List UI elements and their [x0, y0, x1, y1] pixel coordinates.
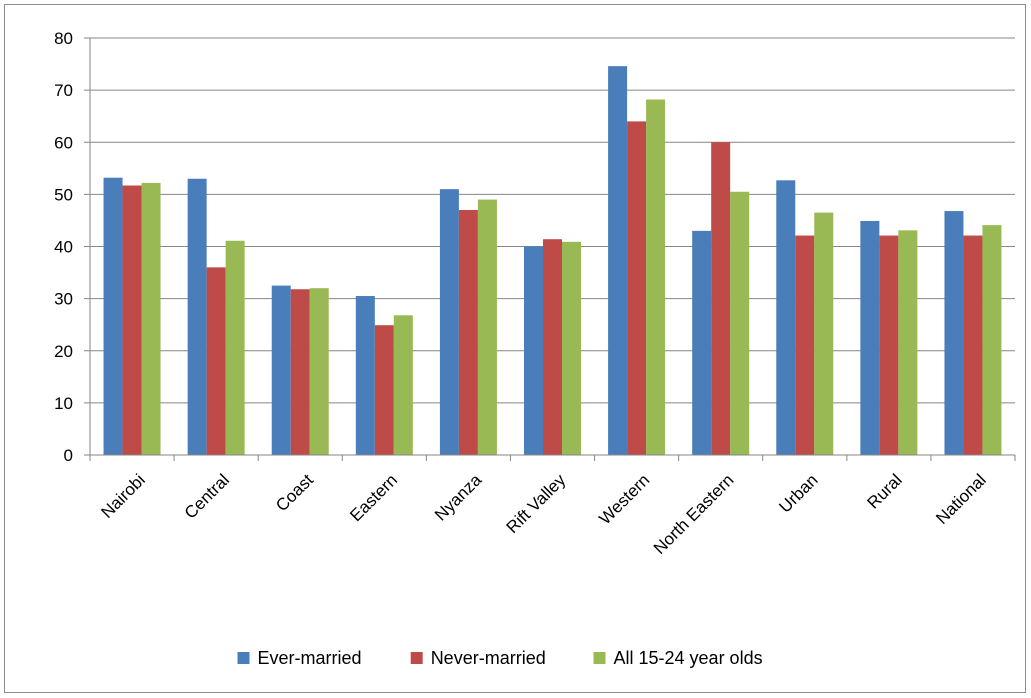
x-tick-label: North Eastern	[650, 470, 738, 558]
x-tick-label: Western	[595, 470, 653, 528]
y-tick-label: 60	[54, 133, 73, 152]
bar-ever-married-eastern	[355, 296, 375, 455]
x-tick-label: Nairobi	[97, 470, 149, 522]
bar-all-15-24-year-olds-rural	[898, 230, 918, 455]
x-tick-label: Rift Valley	[503, 470, 570, 537]
x-tick-label: Urban	[775, 470, 821, 516]
bar-all-15-24-year-olds-urban	[814, 212, 834, 455]
bar-ever-married-nyanza	[439, 189, 459, 455]
legend-swatch	[237, 652, 250, 664]
bars	[103, 66, 1002, 456]
y-tick-label: 0	[64, 446, 73, 465]
y-tick-label: 50	[54, 185, 73, 204]
chart-frame	[4, 4, 1026, 693]
bar-ever-married-coast	[271, 285, 291, 455]
bar-all-15-24-year-olds-rift-valley	[562, 241, 581, 455]
x-tick-label: Coast	[272, 470, 317, 515]
bar-never-married-national	[963, 235, 983, 455]
y-tick-label: 80	[54, 29, 73, 48]
bar-all-15-24-year-olds-nairobi	[141, 182, 161, 455]
x-tick-label: Eastern	[346, 470, 401, 525]
bar-all-15-24-year-olds-national	[982, 225, 1002, 455]
bar-ever-married-central	[187, 178, 207, 456]
x-tick-label: Rural	[864, 470, 906, 512]
legend-label: Never-married	[431, 648, 546, 668]
bar-never-married-central	[206, 267, 226, 455]
bar-never-married-rural	[879, 235, 899, 455]
legend-label: All 15-24 year olds	[614, 648, 763, 668]
bar-all-15-24-year-olds-central	[225, 240, 245, 455]
legend-swatch	[410, 652, 423, 664]
bar-ever-married-urban	[776, 180, 796, 455]
y-tick-label: 10	[54, 394, 73, 413]
bar-ever-married-rift-valley	[524, 246, 543, 455]
bar-never-married-eastern	[374, 325, 394, 455]
bar-ever-married-western	[608, 66, 628, 456]
bar-all-15-24-year-olds-coast	[309, 288, 329, 455]
bar-never-married-rift-valley	[543, 239, 562, 455]
bar-all-15-24-year-olds-eastern	[393, 315, 413, 455]
bar-never-married-nyanza	[458, 210, 478, 455]
bar-all-15-24-year-olds-north-eastern	[730, 191, 750, 456]
y-tick-label: 20	[54, 342, 73, 361]
x-tick-label: Central	[181, 470, 233, 522]
bar-ever-married-rural	[860, 220, 880, 455]
bar-ever-married-national	[944, 211, 964, 455]
y-tick-label: 30	[54, 290, 73, 309]
bar-ever-married-nairobi	[103, 177, 123, 455]
y-tick-labels: 0 10 20 30 40 50 60 70 80	[54, 29, 73, 465]
y-tick-label: 70	[54, 81, 73, 100]
bar-ever-married-north-eastern	[692, 230, 712, 455]
y-tick-label: 40	[54, 238, 73, 257]
x-tick-label: National	[932, 470, 990, 528]
legend-swatch	[593, 652, 606, 664]
x-tick-label: Nyanza	[431, 470, 486, 525]
bar-never-married-western	[627, 121, 647, 456]
bar-all-15-24-year-olds-western	[646, 99, 666, 455]
legend-label: Ever-married	[258, 648, 362, 668]
bar-never-married-north-eastern	[711, 142, 731, 455]
bar-never-married-coast	[290, 289, 310, 455]
x-tick-labels: Nairobi Central Coast Eastern Nyanza Rift Val…	[97, 470, 989, 558]
bar-never-married-urban	[795, 235, 815, 455]
axes	[84, 37, 1016, 461]
bar-never-married-nairobi	[122, 185, 142, 456]
legend: Ever-married Never-married All 15-24 year …	[237, 648, 763, 668]
bar-all-15-24-year-olds-nyanza	[477, 199, 497, 455]
